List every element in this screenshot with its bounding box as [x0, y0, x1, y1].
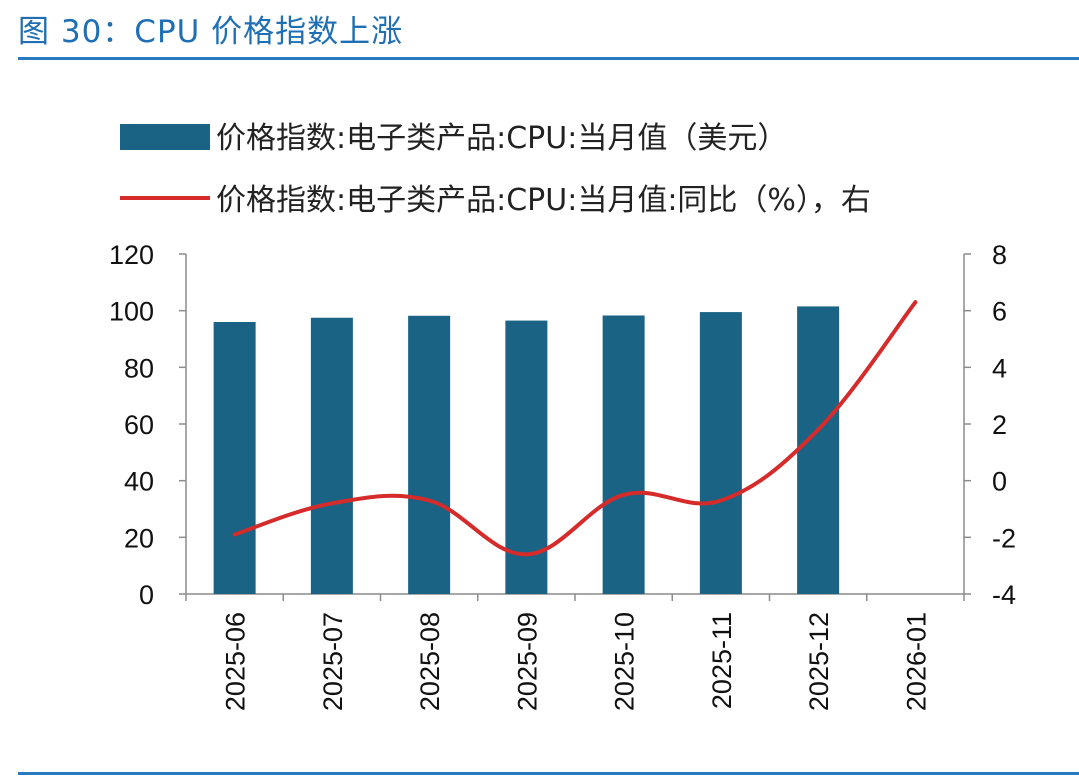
- bar-series: [213, 306, 840, 594]
- bar-2025-07: [310, 317, 353, 594]
- legend-line-label: 价格指数:电子类产品:CPU:当月值:同比（%），右: [216, 183, 871, 218]
- y-right-tick-label: 6: [992, 297, 1007, 327]
- axes: [179, 253, 971, 601]
- y-right-tick-label: -4: [992, 580, 1016, 610]
- footer-rule: [18, 772, 1079, 775]
- title-rule: [18, 57, 1079, 60]
- x-tick-label: 2025-12: [804, 612, 834, 711]
- y-right-tick-label: 8: [992, 240, 1007, 270]
- bar-2025-06: [213, 322, 256, 594]
- x-tick-label: 2025-07: [318, 612, 348, 711]
- bar-2025-10: [602, 315, 645, 594]
- x-tick-label: 2026-01: [901, 612, 931, 711]
- bar-2025-08: [408, 315, 451, 594]
- y-left-tick-label: 100: [109, 297, 154, 327]
- x-tick-label: 2025-08: [415, 612, 445, 711]
- y-left-tick-label: 20: [124, 523, 154, 553]
- y-left-tick-label: 40: [124, 467, 154, 497]
- bar-2025-11: [699, 312, 742, 594]
- bar-2025-09: [505, 320, 548, 594]
- yoy-line: [232, 300, 918, 557]
- y-left-tick-label: 0: [139, 580, 154, 610]
- x-tick-label: 2025-11: [707, 612, 737, 709]
- tick-labels: 0 20 40 60 80 100 120 -4 -2 0 2 4 6 8 2025-06 2025-07 20…: [109, 240, 1016, 711]
- y-right-tick-label: 2: [992, 410, 1007, 440]
- bar-2025-12: [797, 306, 840, 594]
- y-left-tick-label: 80: [124, 353, 154, 383]
- y-right-tick-label: 4: [992, 353, 1007, 383]
- y-right-tick-label: -2: [992, 523, 1016, 553]
- y-left-tick-label: 60: [124, 410, 154, 440]
- y-right-tick-label: 0: [992, 467, 1007, 497]
- x-tick-label: 2025-10: [610, 612, 640, 711]
- figure-title: 图 30：CPU 价格指数上涨: [18, 14, 404, 50]
- legend: 价格指数:电子类产品:CPU:当月值（美元） 价格指数:电子类产品:CPU:当月…: [120, 121, 871, 218]
- legend-bar-swatch: [120, 124, 210, 150]
- legend-bar-label: 价格指数:电子类产品:CPU:当月值（美元）: [216, 121, 787, 156]
- x-tick-label: 2025-09: [512, 612, 542, 711]
- line-series: [232, 300, 918, 557]
- x-tick-label: 2025-06: [221, 612, 251, 711]
- y-left-tick-label: 120: [109, 240, 154, 270]
